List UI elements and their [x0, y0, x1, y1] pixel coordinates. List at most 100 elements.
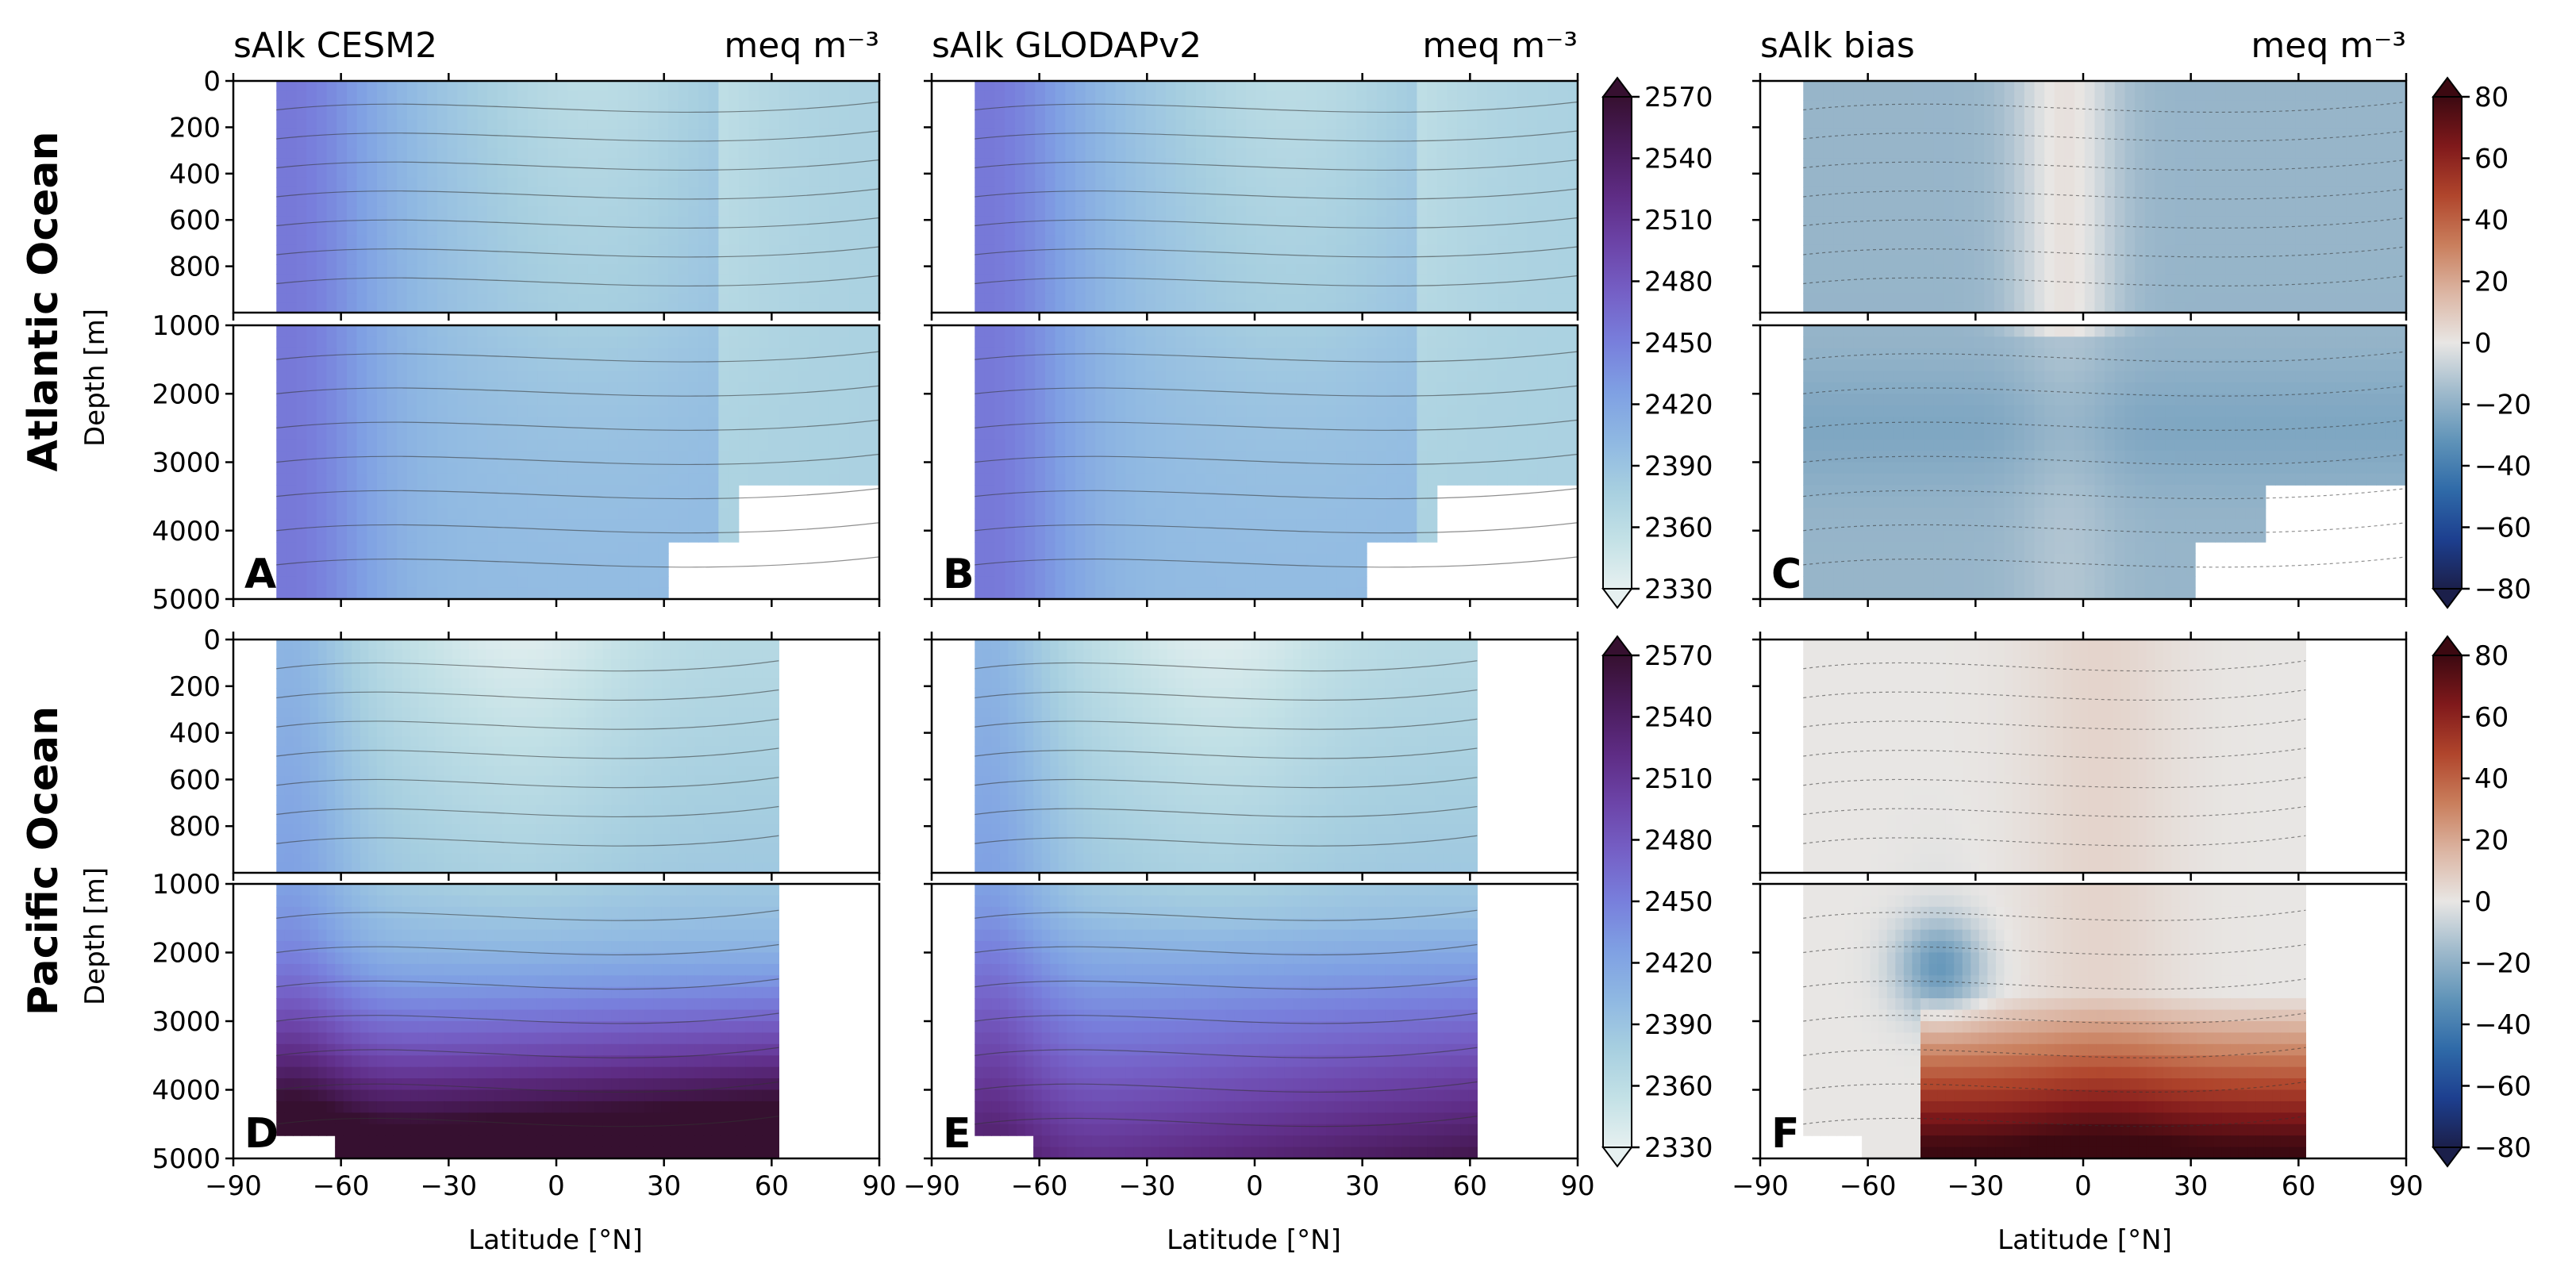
- colorbar-tick-label: −80: [2474, 574, 2532, 605]
- colorbar-tick-label: 2390: [1644, 451, 1713, 482]
- panel-units-B: meq m⁻³: [1422, 25, 1578, 66]
- ytick-label: 0: [203, 66, 221, 98]
- xtick-label: 60: [2282, 1170, 2316, 1202]
- field-C-upper: [1803, 81, 2406, 313]
- colorbar-dense-pacific: 2330 2360 2390 2420 2450 2480 2510 2540 2570: [1601, 635, 1713, 1168]
- xtick-label: 90: [1560, 1170, 1594, 1202]
- xtick-label: 90: [2389, 1170, 2423, 1202]
- colorbar-tick-label: 2330: [1644, 574, 1713, 605]
- ylabel-pacific: Depth [m]: [79, 867, 111, 1005]
- row-label-pacific: Pacific Ocean: [20, 706, 67, 1016]
- panel-title-C: sAlk bias: [1760, 25, 1915, 66]
- xtick-label: −30: [1118, 1170, 1175, 1202]
- colorbar-tick-label: 2480: [1644, 825, 1713, 857]
- field-E-upper: [975, 640, 1478, 873]
- colorbar-tick-label: −20: [2474, 390, 2532, 421]
- ytick-label: 4000: [152, 1075, 221, 1107]
- panel-label-E: E: [943, 1110, 971, 1158]
- xtick-label: 30: [647, 1170, 681, 1202]
- colorbar-tick-label: 2420: [1644, 390, 1713, 421]
- ytick-label: 600: [169, 205, 221, 236]
- colorbar-tick-label: 40: [2474, 205, 2509, 236]
- colorbars-layer: 2330 2360 2390 2420 2450 2480 2510 2540 2570 2330…: [1601, 76, 2532, 1168]
- field-F-upper: [1803, 640, 2306, 873]
- colorbar-tick-label: −20: [2474, 948, 2532, 980]
- colorbar-tick-label: 2510: [1644, 763, 1713, 795]
- panel-units-C: meq m⁻³: [2251, 25, 2406, 66]
- field-E-lower: [975, 884, 1478, 1158]
- xlabel-col1: Latitude [°N]: [468, 1224, 643, 1256]
- xtick-label: 30: [1345, 1170, 1379, 1202]
- colorbar-tick-label: 2450: [1644, 886, 1713, 918]
- panel-label-C: C: [1771, 551, 1801, 598]
- ytick-label: 800: [169, 252, 221, 283]
- field-C-lower: [1803, 325, 2406, 599]
- colorbar-tick-label: −60: [2474, 513, 2532, 544]
- ytick-label: 3000: [152, 448, 221, 479]
- panel-title-A: sAlk CESM2: [233, 25, 437, 66]
- panel-label-F: F: [1771, 1110, 1800, 1158]
- ytick-label: 2000: [152, 378, 221, 410]
- field-A-upper: [276, 81, 879, 313]
- ytick-label: 2000: [152, 938, 221, 970]
- field-F-lower: [1803, 884, 2306, 1158]
- colorbar-tick-label: 20: [2474, 825, 2509, 857]
- ytick-label: 1000: [152, 310, 221, 342]
- colorbar-tick-label: 80: [2474, 82, 2509, 113]
- field-B-upper: [975, 81, 1578, 313]
- xtick-label: −90: [1732, 1170, 1789, 1202]
- colorbar-tick-label: 0: [2474, 886, 2492, 918]
- colorbar-tick-label: 2570: [1644, 82, 1713, 113]
- ytick-label: 200: [169, 671, 221, 703]
- colorbar-tick-label: 2540: [1644, 144, 1713, 175]
- colorbar-tick-label: 60: [2474, 144, 2509, 175]
- xtick-label: −60: [1011, 1170, 1068, 1202]
- xtick-label: 30: [2174, 1170, 2208, 1202]
- ytick-label: 400: [169, 159, 221, 190]
- colorbar-tick-label: −40: [2474, 451, 2532, 482]
- ytick-label: 5000: [152, 1143, 221, 1175]
- colorbar-tick-label: 20: [2474, 267, 2509, 298]
- ytick-label: 0: [203, 624, 221, 656]
- ytick-label: 600: [169, 764, 221, 796]
- colorbar-tick-label: 2330: [1644, 1132, 1713, 1164]
- colorbar-balance-pacific: −80 −60 −40 −20 0 20 40 60 80: [2432, 635, 2532, 1168]
- colorbar-tick-label: 2360: [1644, 513, 1713, 544]
- field-B-lower: [975, 325, 1578, 599]
- xtick-label: −30: [1947, 1170, 2004, 1202]
- ytick-label: 1000: [152, 869, 221, 901]
- colorbar-tick-label: 2480: [1644, 267, 1713, 298]
- xtick-label: −90: [903, 1170, 960, 1202]
- xtick-label: 0: [2074, 1170, 2092, 1202]
- xtick-label: 0: [1246, 1170, 1263, 1202]
- xtick-label: −30: [420, 1170, 477, 1202]
- colorbar-tick-label: −80: [2474, 1132, 2532, 1164]
- xlabel-col2: Latitude [°N]: [1167, 1224, 1341, 1256]
- colorbar-tick-label: 2570: [1644, 640, 1713, 672]
- ytick-label: 5000: [152, 584, 221, 616]
- ytick-label: 4000: [152, 516, 221, 547]
- xtick-label: −60: [313, 1170, 370, 1202]
- colorbar-tick-label: −60: [2474, 1071, 2532, 1103]
- xtick-label: 0: [548, 1170, 565, 1202]
- colorbar-tick-label: −40: [2474, 1009, 2532, 1041]
- colorbar-tick-label: 2510: [1644, 205, 1713, 236]
- field-A-lower: [276, 325, 879, 599]
- colorbar-tick-label: 40: [2474, 763, 2509, 795]
- xtick-label: −60: [1840, 1170, 1897, 1202]
- panel-label-B: B: [943, 551, 975, 598]
- ytick-label: 3000: [152, 1006, 221, 1038]
- panel-title-B: sAlk GLODAPv2: [932, 25, 1201, 66]
- xlabel-col3: Latitude [°N]: [1997, 1224, 2172, 1256]
- panel-label-A: A: [244, 551, 276, 598]
- ytick-label: 400: [169, 718, 221, 750]
- xtick-label: 60: [755, 1170, 789, 1202]
- colorbar-tick-label: 2540: [1644, 702, 1713, 734]
- colorbar-tick-label: 0: [2474, 328, 2492, 359]
- field-D-upper: [276, 640, 779, 873]
- ylabel-atlantic: Depth [m]: [79, 309, 111, 447]
- xtick-label: −90: [205, 1170, 262, 1202]
- panel-units-A: meq m⁻³: [724, 25, 879, 66]
